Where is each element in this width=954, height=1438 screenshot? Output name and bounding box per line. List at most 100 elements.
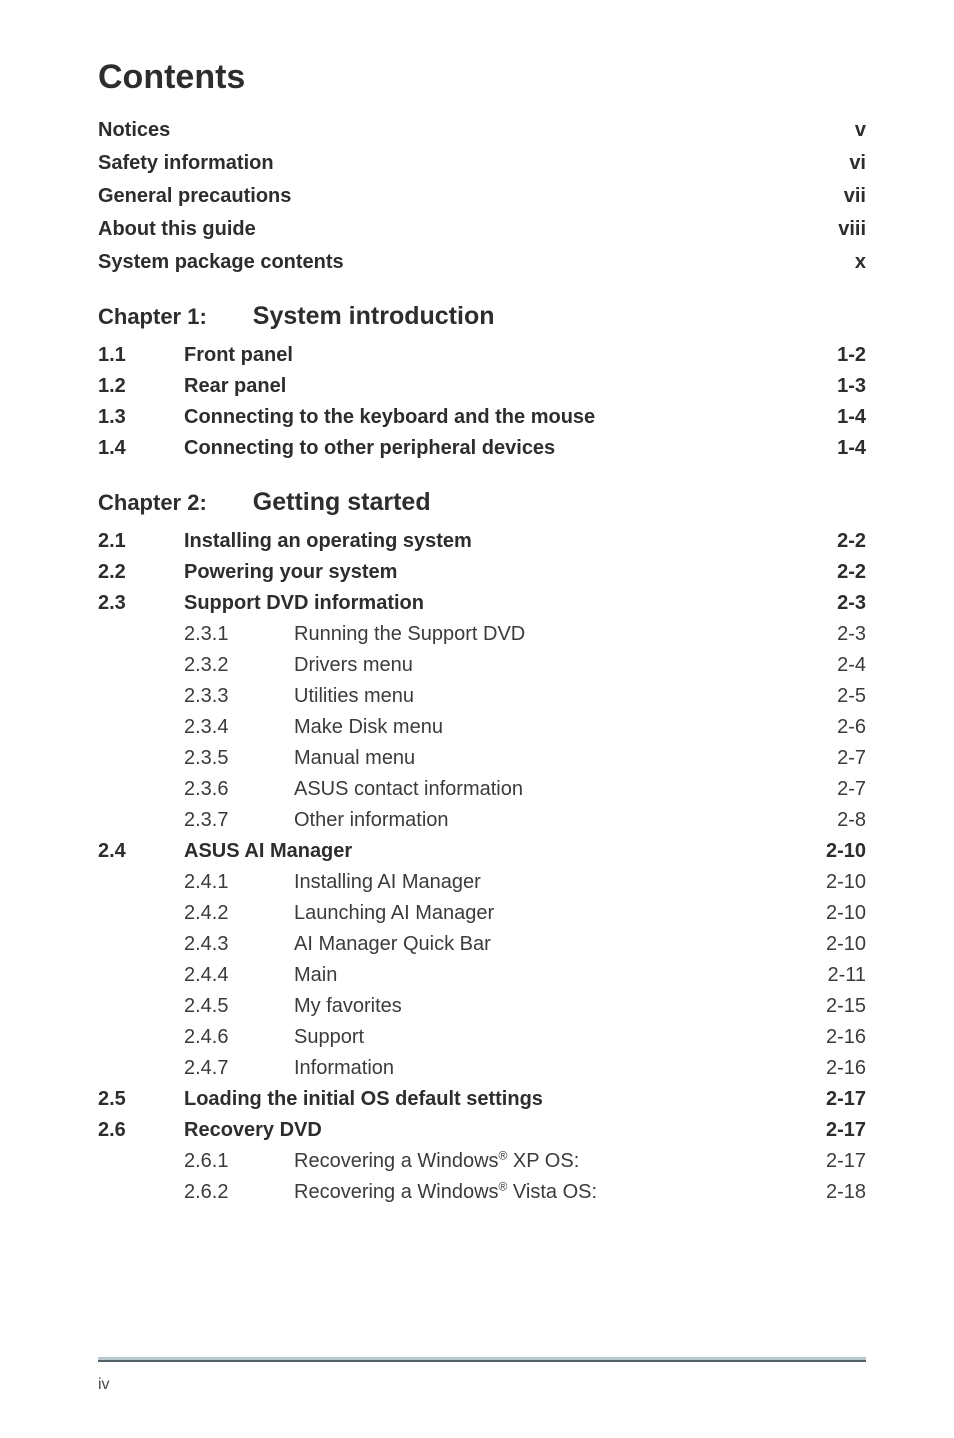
toc-entry-page: 2-2 bbox=[837, 526, 866, 557]
toc-entry-page: 2-10 bbox=[826, 898, 866, 929]
toc-entry-number: 2.3.1 bbox=[184, 619, 294, 650]
toc-entry-number: 2.3.3 bbox=[184, 681, 294, 712]
toc-entry-label: Connecting to other peripheral devices bbox=[184, 433, 555, 464]
toc-entry-number: 2.2 bbox=[98, 557, 184, 588]
toc-entry-page: 1-2 bbox=[837, 340, 866, 371]
toc-entry-label: ASUS contact information bbox=[294, 774, 523, 805]
toc-entry-number: 1.1 bbox=[98, 340, 184, 371]
toc-entry-label: Connecting to the keyboard and the mouse bbox=[184, 402, 595, 433]
toc-entry-label: Recovering a Windows® Vista OS: bbox=[294, 1177, 597, 1208]
toc-entry-page: 2-15 bbox=[826, 991, 866, 1022]
toc-entry-page: v bbox=[855, 115, 866, 146]
toc-entry-number: 2.4.5 bbox=[184, 991, 294, 1022]
toc-entry-label: Loading the initial OS default settings bbox=[184, 1084, 543, 1115]
toc-subsection-row: 2.4.2Launching AI Manager2-10 bbox=[98, 898, 866, 929]
toc-entry-label: Launching AI Manager bbox=[294, 898, 494, 929]
toc-chapter-heading: Chapter 1: System introduction bbox=[98, 296, 866, 336]
toc-subsection-row: 2.3.1Running the Support DVD2-3 bbox=[98, 619, 866, 650]
chapter-title: System introduction bbox=[253, 296, 495, 336]
toc-entry-page: 2-8 bbox=[837, 805, 866, 836]
toc-frontmatter-row: Noticesv bbox=[98, 115, 866, 146]
toc-entry-page: 2-16 bbox=[826, 1022, 866, 1053]
toc-entry-label: Recovering a Windows® XP OS: bbox=[294, 1146, 579, 1177]
toc-entry-label: Running the Support DVD bbox=[294, 619, 525, 650]
toc-entry-number: 1.4 bbox=[98, 433, 184, 464]
toc-section-row: 2.2Powering your system 2-2 bbox=[98, 557, 866, 588]
toc-entry-number: 2.3 bbox=[98, 588, 184, 619]
toc-entry-page: x bbox=[855, 247, 866, 278]
toc-subsection-row: 2.4.4Main2-11 bbox=[98, 960, 866, 991]
toc-entry-label: Support DVD information bbox=[184, 588, 424, 619]
toc-entry-page: 2-4 bbox=[837, 650, 866, 681]
toc-entry-label: Installing AI Manager bbox=[294, 867, 481, 898]
toc-entry-label: Other information bbox=[294, 805, 449, 836]
chapter-label: Chapter 1: bbox=[98, 299, 207, 334]
toc-subsection-row: 2.4.3AI Manager Quick Bar2-10 bbox=[98, 929, 866, 960]
toc-entry-label: Support bbox=[294, 1022, 364, 1053]
toc-subsection-row: 2.6.2Recovering a Windows® Vista OS: 2-18 bbox=[98, 1177, 866, 1208]
toc-frontmatter-row: System package contentsx bbox=[98, 247, 866, 278]
toc-entry-number: 2.4.1 bbox=[184, 867, 294, 898]
toc-section-row: 1.4Connecting to other peripheral device… bbox=[98, 433, 866, 464]
toc-entry-page: 2-2 bbox=[837, 557, 866, 588]
toc-entry-label: Drivers menu bbox=[294, 650, 413, 681]
toc-entry-label: About this guide bbox=[98, 214, 256, 245]
toc-entry-label: Powering your system bbox=[184, 557, 397, 588]
toc-entry-label: AI Manager Quick Bar bbox=[294, 929, 491, 960]
toc-subsection-row: 2.3.3Utilities menu2-5 bbox=[98, 681, 866, 712]
toc-entry-label: Front panel bbox=[184, 340, 293, 371]
toc-entry-page: 2-17 bbox=[826, 1084, 866, 1115]
toc-entry-number: 2.4.7 bbox=[184, 1053, 294, 1084]
toc-entry-page: vi bbox=[849, 148, 866, 179]
toc-entry-page: 2-11 bbox=[827, 960, 866, 991]
toc-entry-page: vii bbox=[844, 181, 866, 212]
toc-subsection-row: 2.4.5My favorites 2-15 bbox=[98, 991, 866, 1022]
toc-entry-label: Make Disk menu bbox=[294, 712, 443, 743]
toc-section-row: 1.1Front panel 1-2 bbox=[98, 340, 866, 371]
table-of-contents: NoticesvSafety informationviGeneral prec… bbox=[98, 115, 866, 1208]
chapter-title: Getting started bbox=[253, 482, 431, 522]
toc-entry-page: 2-10 bbox=[826, 929, 866, 960]
toc-entry-label: General precautions bbox=[98, 181, 291, 212]
toc-entry-label: Installing an operating system bbox=[184, 526, 472, 557]
toc-entry-page: 2-17 bbox=[826, 1115, 866, 1146]
toc-entry-number: 2.3.5 bbox=[184, 743, 294, 774]
toc-entry-number: 2.6 bbox=[98, 1115, 184, 1146]
toc-entry-number: 2.3.4 bbox=[184, 712, 294, 743]
toc-subsection-row: 2.3.2Drivers menu2-4 bbox=[98, 650, 866, 681]
toc-entry-number: 2.4 bbox=[98, 836, 184, 867]
toc-entry-page: 2-3 bbox=[837, 588, 866, 619]
toc-entry-page: 2-5 bbox=[837, 681, 866, 712]
toc-subsection-row: 2.3.7Other information2-8 bbox=[98, 805, 866, 836]
toc-subsection-row: 2.4.6Support 2-16 bbox=[98, 1022, 866, 1053]
toc-entry-number: 2.4.4 bbox=[184, 960, 294, 991]
toc-entry-number: 2.4.6 bbox=[184, 1022, 294, 1053]
toc-entry-page: 2-18 bbox=[826, 1177, 866, 1208]
toc-subsection-row: 2.3.6ASUS contact information2-7 bbox=[98, 774, 866, 805]
toc-subsection-row: 2.6.1Recovering a Windows® XP OS:2-17 bbox=[98, 1146, 866, 1177]
toc-subsection-row: 2.3.5Manual menu 2-7 bbox=[98, 743, 866, 774]
toc-entry-number: 1.3 bbox=[98, 402, 184, 433]
toc-entry-page: 2-10 bbox=[826, 867, 866, 898]
toc-entry-page: 2-7 bbox=[837, 774, 866, 805]
toc-section-row: 1.3Connecting to the keyboard and the mo… bbox=[98, 402, 866, 433]
footer-rule bbox=[98, 1357, 866, 1362]
toc-entry-number: 2.1 bbox=[98, 526, 184, 557]
toc-entry-page: 1-3 bbox=[837, 371, 866, 402]
toc-section-row: 2.3Support DVD information 2-3 bbox=[98, 588, 866, 619]
toc-frontmatter-row: General precautions vii bbox=[98, 181, 866, 212]
toc-entry-number: 2.6.2 bbox=[184, 1177, 294, 1208]
toc-entry-label: My favorites bbox=[294, 991, 402, 1022]
toc-frontmatter-row: About this guideviii bbox=[98, 214, 866, 245]
toc-entry-label: Recovery DVD bbox=[184, 1115, 322, 1146]
footer-page-number: iv bbox=[98, 1376, 110, 1394]
page-title: Contents bbox=[98, 58, 866, 97]
toc-subsection-row: 2.4.1Installing AI Manager 2-10 bbox=[98, 867, 866, 898]
toc-entry-page: 2-7 bbox=[837, 743, 866, 774]
toc-subsection-row: 2.3.4Make Disk menu2-6 bbox=[98, 712, 866, 743]
toc-entry-page: 1-4 bbox=[837, 433, 866, 464]
toc-entry-number: 1.2 bbox=[98, 371, 184, 402]
toc-section-row: 2.6Recovery DVD 2-17 bbox=[98, 1115, 866, 1146]
toc-section-row: 1.2Rear panel1-3 bbox=[98, 371, 866, 402]
toc-entry-label: Manual menu bbox=[294, 743, 415, 774]
